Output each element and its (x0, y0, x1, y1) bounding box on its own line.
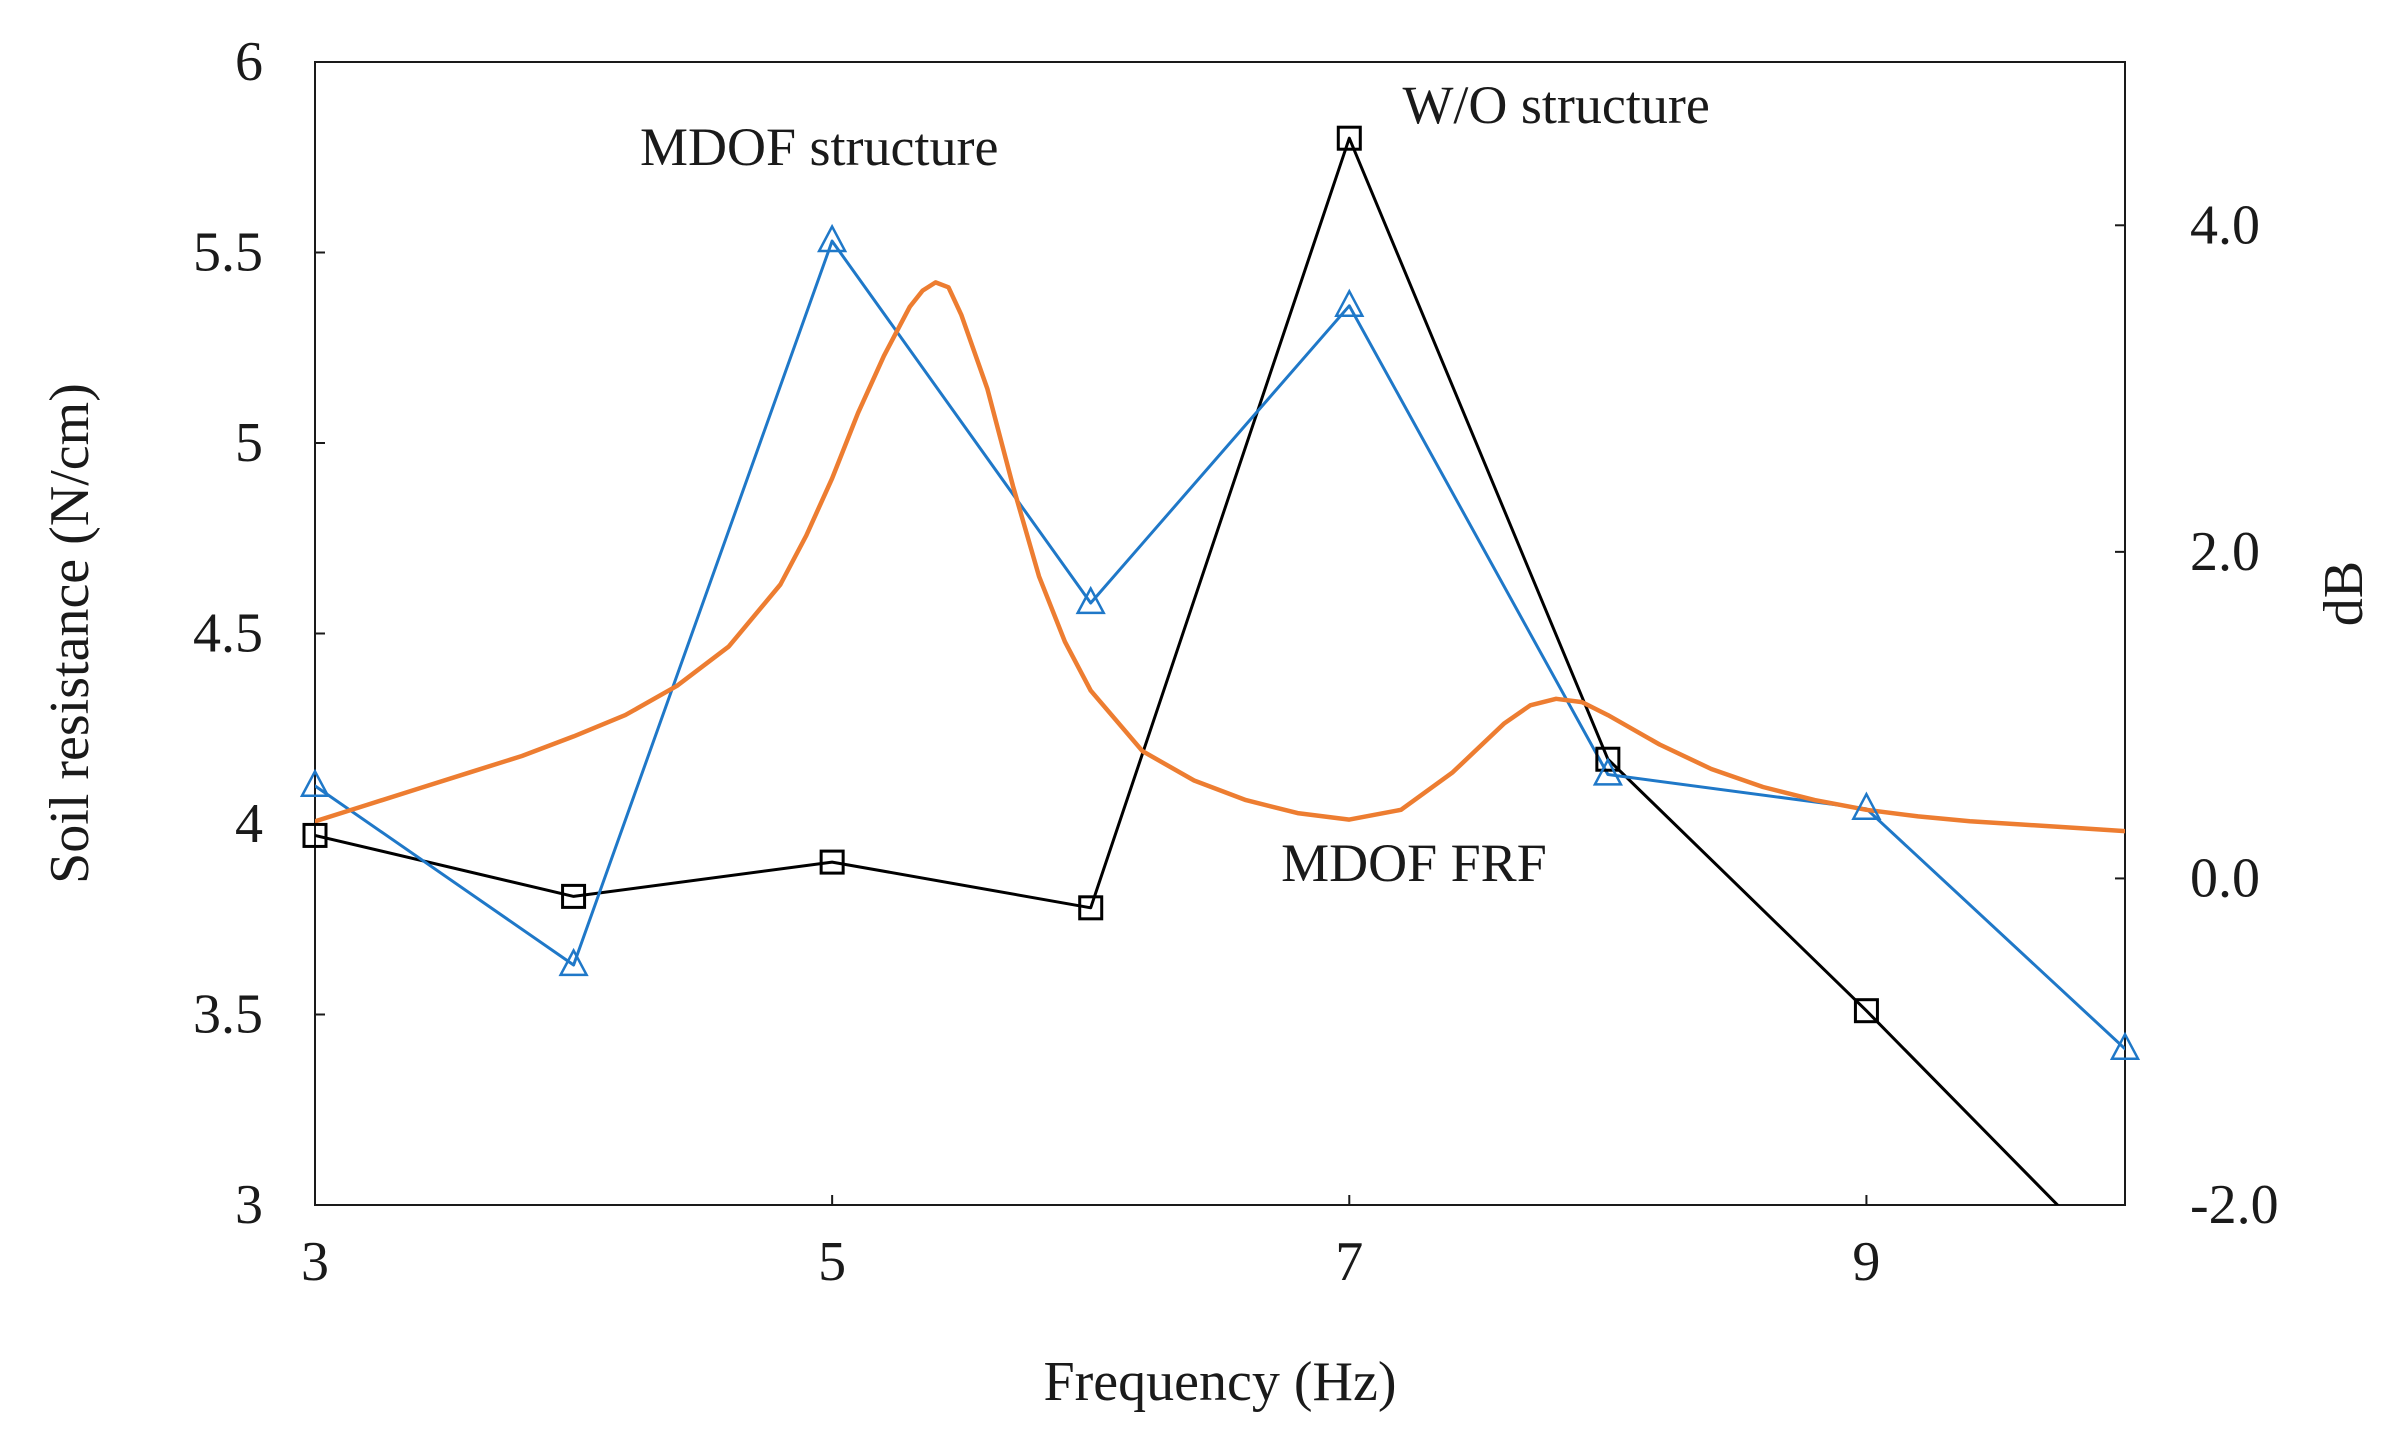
data-point-mdof-structure (2109, 1031, 2141, 1060)
series-line-mdof-frf (315, 280, 2125, 834)
data-point-mdof-structure (1075, 585, 1106, 615)
y2-tick-label: 2.0 (2190, 521, 2260, 583)
data-point-mdof-structure (558, 947, 589, 977)
data-point-w-o-structure (1336, 125, 1362, 151)
y-tick-label: 4 (235, 793, 263, 855)
data-point-w-o-structure (1595, 746, 1621, 772)
data-point-mdof-structure (1334, 288, 1365, 317)
y-tick-label: 3.5 (193, 984, 263, 1046)
data-point-mdof-structure (299, 768, 331, 798)
data-point-mdof-structure (817, 223, 848, 253)
x-axis-title: Frequency (Hz) (1044, 1351, 1397, 1413)
data-point-w-o-structure (1078, 895, 1104, 921)
plot-frame (314, 61, 2126, 1206)
series-line-mdof-structure (315, 239, 2125, 1051)
y2-tick-label: -2.0 (2190, 1174, 2279, 1236)
data-point-w-o-structure (302, 822, 328, 848)
y-tick-label: 3 (235, 1174, 263, 1236)
y-tick-label: 6 (235, 31, 263, 93)
y-tick-label: 5 (235, 412, 263, 474)
y2-tick-label: 0.0 (2190, 847, 2260, 909)
y2-tick-label: 4.0 (2190, 194, 2260, 256)
y-tick-label: 4.5 (193, 603, 263, 665)
data-point-w-o-structure (561, 883, 587, 909)
x-tick-label: 3 (301, 1231, 329, 1293)
data-point-mdof-structure (1851, 791, 1882, 820)
data-point-mdof-structure (1592, 757, 1623, 786)
series-line-w-o-structure (315, 136, 2060, 1205)
annotation-mdof-frf: MDOF FRF (1281, 833, 1547, 893)
data-point-w-o-structure (1853, 998, 1879, 1024)
y-tick-label: 5.5 (193, 222, 263, 284)
x-tick-label: 9 (1852, 1231, 1880, 1293)
annotation-w-o-structure: W/O structure (1402, 75, 1709, 135)
annotation-mdof-structure: MDOF structure (640, 117, 998, 177)
y-axis-title: Soil resistance (N/cm) (39, 383, 101, 884)
y2-axis-title: dB (2313, 561, 2375, 626)
x-tick-label: 7 (1335, 1231, 1363, 1293)
x-tick-label: 5 (818, 1231, 846, 1293)
data-point-w-o-structure (819, 849, 845, 875)
